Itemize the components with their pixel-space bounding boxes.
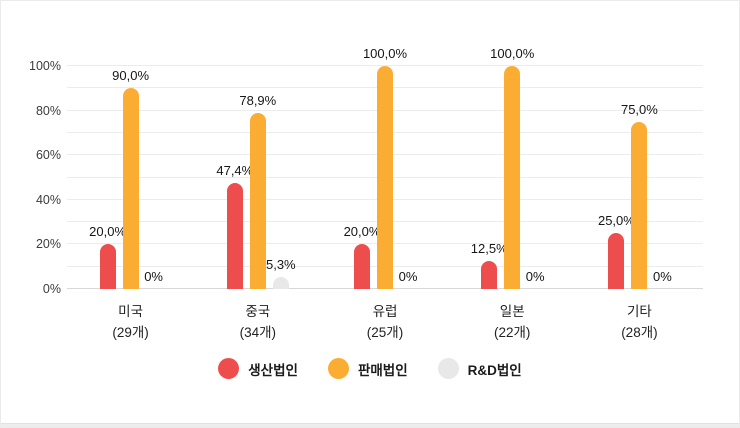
bar-판매법인 <box>249 113 266 289</box>
y-tick-label: 0% <box>42 282 61 296</box>
category-count: (29개) <box>112 324 149 340</box>
y-tick-label: 40% <box>35 192 61 207</box>
category-count: (22개) <box>493 324 531 340</box>
value-label: 0% <box>525 269 545 284</box>
legend-dot-icon <box>218 358 240 379</box>
bar-slot: 75,0% <box>621 66 658 289</box>
legend-item-생산법인: 생산법인 <box>218 358 298 379</box>
legend-label: 판매법인 <box>357 362 408 378</box>
category-name: 미국 <box>118 304 144 319</box>
y-tick-label: 20% <box>35 237 61 252</box>
bar-slot: 0% <box>653 66 672 289</box>
category-name: 일본 <box>499 304 525 319</box>
category-label: 유럽 (25개) <box>321 302 448 344</box>
bar-생산법인 <box>226 183 243 289</box>
bar-group: 47,4% 78,9% 5,3% <box>194 66 321 289</box>
value-label: 100,0% <box>362 46 408 61</box>
bar-slot: 5,3% <box>266 66 296 289</box>
category-label: 중국 (34개) <box>194 302 321 344</box>
bar-group: 12,5% 100,0% 0% <box>449 46 576 289</box>
category-label: 미국 (29개) <box>67 302 194 344</box>
legend-item-R&D법인: R&D법인 <box>437 358 522 379</box>
bar-slot: 47,4% <box>216 66 253 289</box>
bar-판매법인 <box>631 121 648 289</box>
category-count: (25개) <box>366 324 404 340</box>
category-count: (28개) <box>621 324 658 340</box>
y-axis: 0% 20% 40% 60% 80% 100% <box>1 59 61 296</box>
category-name: 중국 <box>245 304 271 319</box>
y-tick-label: 100% <box>29 59 61 73</box>
bar-생산법인 <box>354 244 370 289</box>
bar-생산법인 <box>481 261 498 289</box>
value-label: 100,0% <box>490 46 535 61</box>
bar-slot: 0% <box>525 66 545 289</box>
legend-dot-icon <box>437 358 459 379</box>
value-label: 47,4% <box>216 163 254 179</box>
bar-slot: 12,5% <box>471 66 508 289</box>
value-label: 20,0% <box>89 224 127 240</box>
y-tick-label: 60% <box>35 148 61 163</box>
bar-group: 25,0% 75,0% 0% <box>576 66 703 289</box>
bar-slot: 0% <box>398 66 418 289</box>
bar-slot: 25,0% <box>598 66 635 289</box>
bar-slot: 78,9% <box>239 66 276 289</box>
value-label: 0% <box>653 269 672 284</box>
value-label: 25,0% <box>597 213 635 229</box>
value-label: 12,5% <box>470 241 508 257</box>
category-label: 일본 (22개) <box>449 302 576 344</box>
value-label: 90,0% <box>112 68 150 84</box>
bar-생산법인 <box>99 244 116 289</box>
value-label: 0% <box>144 269 163 284</box>
x-axis-categories: 미국 (29개) 중국 (34개) 유럽 (25개) 일본 (22개) 기타 (28개) <box>67 302 703 344</box>
card-bottom-edge <box>1 423 739 427</box>
legend-label: 생산법인 <box>248 362 298 378</box>
bar-group: 20,0% 90,0% 0% <box>67 66 194 289</box>
bar-slot: 0% <box>144 66 163 289</box>
legend-label: R&D법인 <box>467 362 522 378</box>
bar-slot: 90,0% <box>112 66 149 289</box>
value-label: 78,9% <box>239 93 277 109</box>
value-label: 20,0% <box>343 224 381 240</box>
chart-legend: 생산법인 판매법인 R&D법인 <box>1 358 739 379</box>
bar-판매법인 <box>504 66 521 289</box>
gridline <box>67 65 703 66</box>
bar-slot: 100,0% <box>490 46 534 289</box>
value-label: 75,0% <box>620 101 658 117</box>
category-name: 유럽 <box>372 304 398 319</box>
bar-slot: 20,0% <box>89 66 126 289</box>
legend-dot-icon <box>327 358 349 379</box>
bar-slot: 100,0% <box>363 46 407 289</box>
category-name: 기타 <box>626 304 652 319</box>
bar-group: 20,0% 100,0% 0% <box>321 46 448 289</box>
bar-생산법인 <box>608 233 625 289</box>
bar-판매법인 <box>377 66 393 289</box>
plot-area: 20,0% 90,0% 0% 47,4% 78,9% 5,3% 20,0% 100,0% 0% 1… <box>67 46 703 289</box>
bar-판매법인 <box>122 88 139 289</box>
y-tick-label: 80% <box>35 103 61 118</box>
category-count: (34개) <box>239 324 277 340</box>
bar-R&D법인 <box>272 277 289 289</box>
value-label: 5,3% <box>265 257 296 273</box>
legend-item-판매법인: 판매법인 <box>327 358 408 379</box>
bar-slot: 20,0% <box>344 66 380 289</box>
value-label: 0% <box>398 269 418 284</box>
category-label: 기타 (28개) <box>576 302 703 344</box>
